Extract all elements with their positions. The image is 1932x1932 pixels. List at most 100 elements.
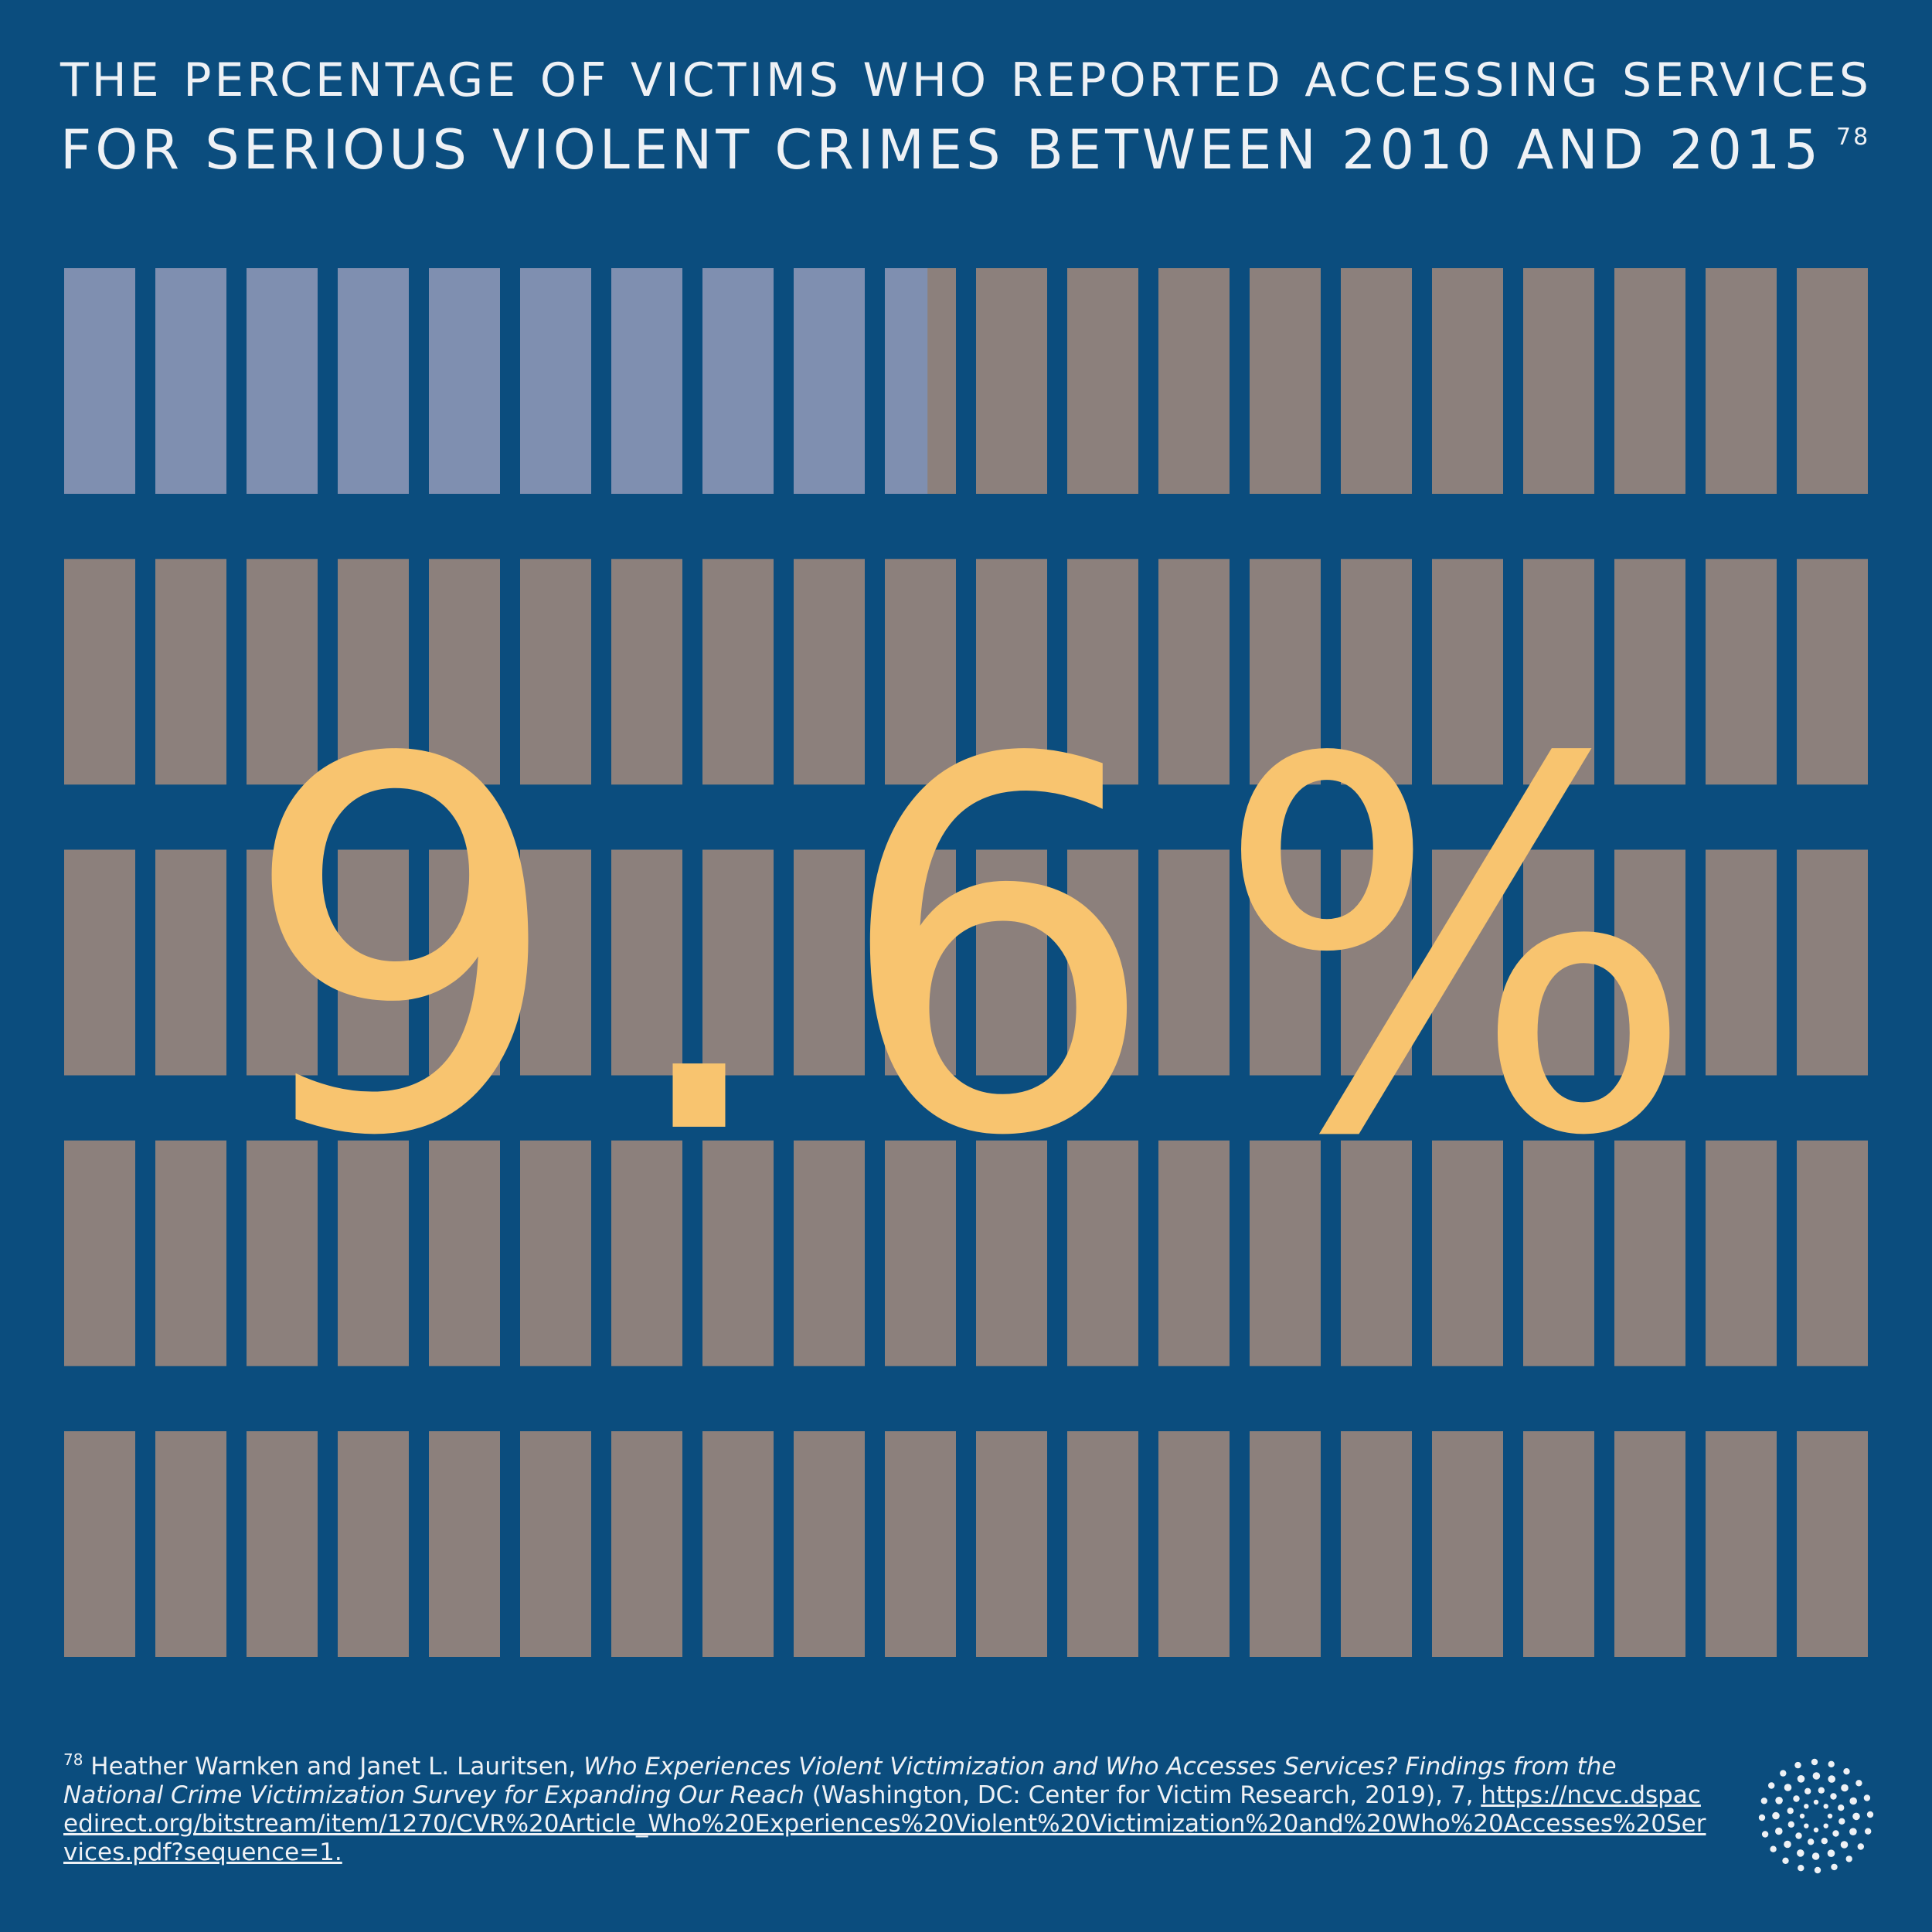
waffle-unit xyxy=(794,849,865,1076)
waffle-unit-background xyxy=(1067,849,1138,1076)
waffle-unit xyxy=(520,1431,591,1657)
waffle-unit-background xyxy=(1797,849,1868,1076)
waffle-unit-background xyxy=(702,559,774,785)
waffle-unit-fill xyxy=(64,268,135,494)
waffle-unit xyxy=(1341,1431,1412,1657)
waffle-unit-background xyxy=(1523,849,1594,1076)
waffle-unit-background xyxy=(1250,849,1321,1076)
logo-dot xyxy=(1830,1793,1837,1800)
waffle-unit-background xyxy=(429,1431,500,1657)
waffle-unit xyxy=(247,268,318,494)
waffle-unit xyxy=(611,559,682,785)
waffle-unit-background xyxy=(1341,1431,1412,1657)
waffle-unit xyxy=(64,559,135,785)
waffle-unit-background xyxy=(155,849,226,1076)
waffle-unit xyxy=(338,849,409,1076)
waffle-unit xyxy=(1432,268,1503,494)
waffle-unit-background xyxy=(976,268,1047,494)
waffle-unit xyxy=(1250,559,1321,785)
waffle-unit-background xyxy=(1067,268,1138,494)
waffle-unit-background xyxy=(1250,1140,1321,1366)
logo-dot xyxy=(1793,1795,1800,1802)
waffle-unit xyxy=(1706,1140,1777,1366)
waffle-unit-background xyxy=(247,1431,318,1657)
logo-dot xyxy=(1768,1782,1775,1789)
waffle-unit-background xyxy=(1523,1140,1594,1366)
waffle-unit-background xyxy=(1250,559,1321,785)
waffle-unit-background xyxy=(247,849,318,1076)
waffle-unit-background xyxy=(702,1431,774,1657)
logo-dot xyxy=(1813,1827,1819,1833)
waffle-unit-background xyxy=(1158,849,1230,1076)
waffle-unit-background xyxy=(1341,559,1412,785)
waffle-unit xyxy=(1158,1140,1230,1366)
waffle-unit-background xyxy=(155,1140,226,1366)
waffle-unit xyxy=(1158,1431,1230,1657)
logo-dot xyxy=(1838,1804,1845,1811)
logo-dot xyxy=(1758,1814,1766,1821)
waffle-unit xyxy=(1250,1431,1321,1657)
waffle-unit xyxy=(1341,1140,1412,1366)
logo-dot xyxy=(1795,1832,1802,1839)
waffle-unit-background xyxy=(1067,1140,1138,1366)
waffle-unit-background xyxy=(429,1140,500,1366)
logo-dot xyxy=(1775,1827,1783,1835)
waffle-unit-background xyxy=(64,559,135,785)
logo-dot xyxy=(1775,1797,1783,1804)
waffle-unit xyxy=(1523,849,1594,1076)
logo-dot xyxy=(1804,1823,1809,1828)
waffle-unit xyxy=(794,559,865,785)
waffle-unit-background xyxy=(794,559,865,785)
waffle-unit xyxy=(1432,1140,1503,1366)
waffle-unit xyxy=(155,268,226,494)
source-footnote: 78 Heather Warnken and Janet L. Lauritse… xyxy=(63,1752,1709,1867)
logo-dot xyxy=(1838,1818,1845,1825)
waffle-unit xyxy=(1158,849,1230,1076)
waffle-unit xyxy=(429,268,500,494)
waffle-unit-background xyxy=(1067,559,1138,785)
logo-dot xyxy=(1831,1863,1838,1871)
waffle-unit xyxy=(1158,268,1230,494)
waffle-unit xyxy=(794,268,865,494)
waffle-unit-background xyxy=(1614,849,1685,1076)
footnote-link[interactable]: https://ncvc.dspacedirect.org/bitstream/… xyxy=(63,1781,1706,1866)
waffle-unit xyxy=(1341,849,1412,1076)
waffle-unit xyxy=(1523,1140,1594,1366)
waffle-unit xyxy=(1341,268,1412,494)
waffle-unit-background xyxy=(1614,1431,1685,1657)
waffle-unit-background xyxy=(1797,559,1868,785)
waffle-unit xyxy=(1250,849,1321,1076)
logo-dot xyxy=(1828,1775,1835,1783)
waffle-unit-background xyxy=(611,1140,682,1366)
logo-dot xyxy=(1857,1843,1864,1850)
logo-dot xyxy=(1804,1804,1809,1809)
logo-dot xyxy=(1808,1838,1815,1845)
waffle-unit-background xyxy=(520,559,591,785)
logo-dot xyxy=(1812,1772,1821,1780)
waffle-unit xyxy=(64,268,135,494)
waffle-unit-background xyxy=(1797,1431,1868,1657)
waffle-unit-background xyxy=(247,1140,318,1366)
waffle-unit-background xyxy=(1706,1140,1777,1366)
waffle-unit xyxy=(885,559,956,785)
waffle-unit xyxy=(64,1431,135,1657)
logo-dot xyxy=(1794,1761,1801,1769)
waffle-unit xyxy=(338,1431,409,1657)
waffle-unit xyxy=(338,1140,409,1366)
waffle-unit xyxy=(338,559,409,785)
logo-dot xyxy=(1852,1812,1860,1821)
logo-dot xyxy=(1798,1865,1804,1872)
waffle-unit-background xyxy=(429,559,500,785)
waffle-unit xyxy=(520,1140,591,1366)
footnote-details: (Washington, DC: Center for Victim Resea… xyxy=(804,1781,1481,1809)
waffle-unit xyxy=(1250,268,1321,494)
logo-dot xyxy=(1787,1808,1794,1815)
waffle-unit-background xyxy=(338,559,409,785)
waffle-unit xyxy=(1706,1431,1777,1657)
waffle-unit-background xyxy=(1706,559,1777,785)
waffle-unit xyxy=(247,849,318,1076)
waffle-unit-background xyxy=(794,849,865,1076)
logo-dot xyxy=(1804,1787,1811,1794)
waffle-unit-background xyxy=(611,849,682,1076)
waffle-unit xyxy=(1523,1431,1594,1657)
